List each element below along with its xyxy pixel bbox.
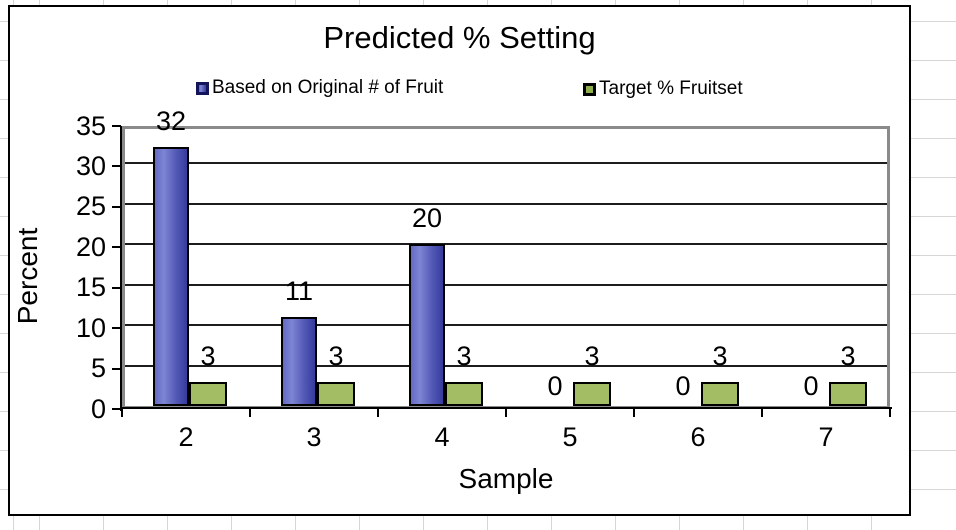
chart-title: Predicted % Setting — [323, 20, 596, 55]
bar-target-fruitset-sample-7 — [829, 381, 867, 406]
y-axis-tick — [112, 246, 121, 249]
bar-target-fruitset-sample-2 — [189, 381, 227, 406]
data-label-target-fruitset-sample-7: 3 — [840, 340, 856, 371]
x-axis-tick — [633, 409, 635, 417]
x-tick-label: 2 — [178, 422, 194, 452]
x-tick-label: 3 — [306, 422, 322, 452]
x-tick-label: 4 — [434, 422, 450, 452]
legend-label: Target % Fruitset — [599, 78, 743, 99]
x-tick-label: 7 — [818, 422, 834, 452]
data-label-target-fruitset-sample-2: 3 — [200, 340, 216, 371]
plot-gridline — [125, 202, 887, 205]
y-tick-label: 35 — [75, 110, 106, 141]
x-axis-tick — [761, 409, 763, 417]
data-label-original-fruit-sample-3: 11 — [284, 276, 314, 307]
data-label-original-fruit-sample-5: 0 — [547, 371, 563, 401]
legend-item-original-fruit: Based on Original # of Fruit — [196, 77, 444, 98]
chart[interactable]: Predicted % Setting Based on Original # … — [8, 5, 911, 516]
bar-target-fruitset-sample-3 — [317, 381, 355, 406]
y-axis-tick — [112, 125, 121, 127]
data-label-original-fruit-sample-4: 20 — [411, 203, 443, 234]
y-axis-tick — [112, 286, 121, 289]
plot-gridline — [125, 243, 887, 246]
y-axis-line — [120, 126, 122, 411]
y-tick-label: 5 — [90, 353, 106, 384]
bar-target-fruitset-sample-4 — [445, 381, 483, 406]
plot-gridline — [125, 283, 887, 286]
legend-label: Based on Original # of Fruit — [212, 77, 444, 98]
plot-gridline — [125, 324, 887, 327]
bar-original-fruit-sample-4 — [409, 244, 445, 406]
x-axis-title: Sample — [458, 463, 554, 494]
y-axis-tick — [112, 408, 121, 410]
plot-gridline — [125, 162, 887, 165]
x-tick-label: 6 — [690, 422, 706, 452]
bar-target-fruitset-sample-6 — [701, 381, 739, 406]
data-label-target-fruitset-sample-4: 3 — [456, 340, 472, 371]
y-tick-label: 25 — [75, 191, 106, 222]
y-axis-tick — [112, 205, 121, 208]
y-axis-tick — [112, 327, 121, 330]
x-axis-line — [120, 407, 892, 409]
y-tick-label: 15 — [75, 272, 106, 303]
data-label-original-fruit-sample-6: 0 — [675, 371, 691, 401]
x-axis-tick — [377, 409, 379, 417]
data-label-target-fruitset-sample-5: 3 — [584, 340, 600, 371]
y-axis-tick — [112, 165, 121, 168]
plot-gridline — [125, 364, 887, 367]
data-label-target-fruitset-sample-6: 3 — [712, 340, 728, 371]
x-axis-tick — [505, 409, 507, 417]
data-label-original-fruit-sample-2: 32 — [155, 106, 187, 137]
data-label-original-fruit-sample-7: 0 — [803, 371, 819, 401]
bar-original-fruit-sample-3 — [281, 317, 317, 406]
x-axis-tick — [121, 409, 123, 417]
y-tick-label: 10 — [75, 312, 106, 343]
plot-area: 32 3 11 3 20 3 0 3 0 3 0 3 — [122, 108, 890, 409]
y-axis-tick — [112, 367, 121, 370]
y-tick-label: 30 — [75, 150, 106, 181]
legend-marker-blue-icon — [196, 81, 209, 95]
x-tick-label: 5 — [562, 422, 578, 452]
y-axis-title: Percent — [12, 227, 43, 325]
y-tick-label: 0 — [90, 393, 106, 424]
legend-marker-green-icon — [583, 82, 596, 96]
legend-item-target-fruitset: Target % Fruitset — [583, 78, 743, 99]
data-label-target-fruitset-sample-3: 3 — [328, 340, 344, 371]
bar-original-fruit-sample-2 — [153, 147, 189, 406]
x-axis-tick — [249, 409, 251, 417]
bar-target-fruitset-sample-5 — [573, 381, 611, 406]
y-tick-label: 20 — [75, 231, 106, 262]
x-axis-tick — [889, 409, 891, 417]
